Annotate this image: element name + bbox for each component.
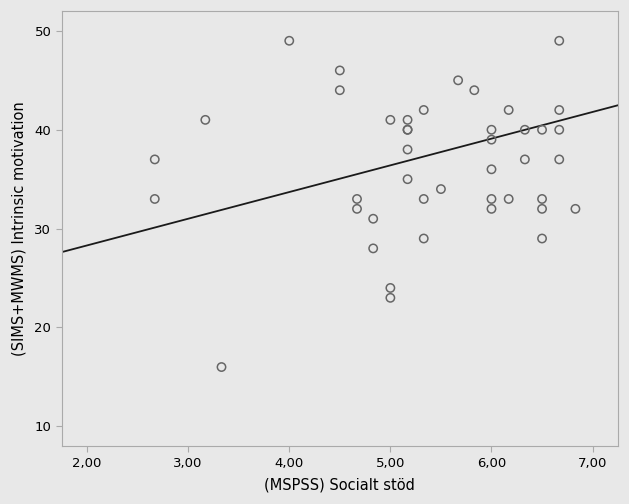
Point	[419, 195, 429, 203]
Point	[453, 76, 463, 84]
Point	[520, 155, 530, 163]
Point	[403, 125, 413, 134]
Point	[537, 205, 547, 213]
Point	[386, 284, 396, 292]
Point	[554, 155, 564, 163]
Point	[486, 165, 496, 173]
Point	[436, 185, 446, 193]
Point	[419, 106, 429, 114]
Point	[150, 155, 160, 163]
Point	[368, 215, 378, 223]
Point	[571, 205, 581, 213]
Point	[486, 195, 496, 203]
Point	[200, 116, 210, 124]
Point	[504, 195, 514, 203]
Point	[554, 106, 564, 114]
Point	[403, 125, 413, 134]
Point	[554, 37, 564, 45]
Point	[352, 205, 362, 213]
Point	[335, 67, 345, 75]
Point	[554, 125, 564, 134]
Point	[368, 244, 378, 253]
Point	[537, 234, 547, 242]
Point	[469, 86, 479, 94]
Point	[284, 37, 294, 45]
Point	[386, 116, 396, 124]
Point	[504, 106, 514, 114]
Point	[537, 195, 547, 203]
Point	[386, 294, 396, 302]
Point	[335, 86, 345, 94]
Point	[403, 116, 413, 124]
Point	[150, 195, 160, 203]
Point	[486, 136, 496, 144]
Point	[486, 125, 496, 134]
Y-axis label: (SIMS+MWMS) Intrinsic motivation: (SIMS+MWMS) Intrinsic motivation	[11, 101, 26, 356]
Point	[486, 205, 496, 213]
Point	[419, 234, 429, 242]
Point	[403, 146, 413, 154]
X-axis label: (MSPSS) Socialt stöd: (MSPSS) Socialt stöd	[264, 478, 415, 493]
Point	[216, 363, 226, 371]
Point	[352, 195, 362, 203]
Point	[520, 125, 530, 134]
Point	[537, 125, 547, 134]
Point	[403, 175, 413, 183]
